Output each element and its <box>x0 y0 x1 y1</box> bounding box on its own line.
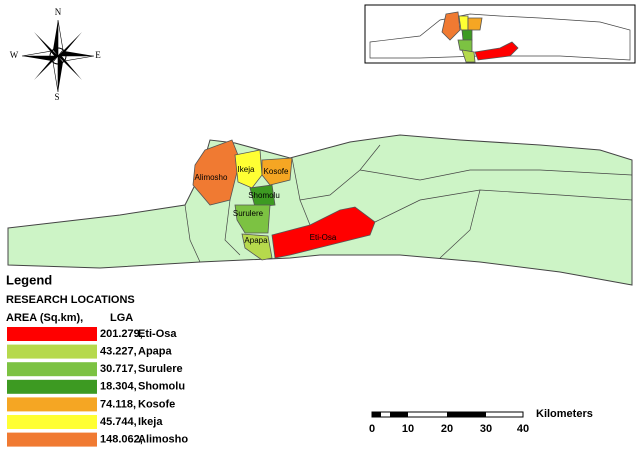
region-ikeja <box>234 149 263 189</box>
legend-lga: Kosofe <box>138 398 175 410</box>
legend-area: 30.717, <box>100 363 137 375</box>
compass-e: E <box>95 50 101 60</box>
legend-area: 74.118, <box>100 398 136 410</box>
map-label: Surulere <box>233 209 264 218</box>
compass <box>21 19 95 93</box>
legend-lga: Alimosho <box>138 434 188 446</box>
legend-area: 18.304, <box>100 381 137 393</box>
region-eti-osa <box>271 206 376 259</box>
scale-labels: 0 10 20 30 40 <box>369 423 529 435</box>
map-label: Eti-Osa <box>310 233 337 242</box>
scale-unit: Kilometers <box>536 408 593 420</box>
legend-title: Legend <box>6 272 52 287</box>
map-label: Shomolu <box>248 191 280 200</box>
compass-w: W <box>10 50 19 60</box>
legend-swatch <box>7 344 97 359</box>
scale-label: 40 <box>517 423 529 435</box>
scale-bar <box>371 411 524 418</box>
scale-label: 30 <box>480 423 492 435</box>
map-label: Apapa <box>244 236 268 245</box>
region-surulere <box>234 204 271 234</box>
legend-lga-header: LGA <box>110 312 133 324</box>
scale-label: 20 <box>441 423 453 435</box>
legend-area: 45.744, <box>100 416 137 428</box>
compass-n: N <box>55 7 62 17</box>
legend-swatch <box>7 362 97 377</box>
region-alimosho <box>192 139 241 206</box>
inset-map <box>364 4 636 64</box>
legend-area: 148.062, <box>100 434 143 446</box>
map-label: Ikeja <box>238 165 255 174</box>
region-shomolu <box>249 184 276 208</box>
legend-lga: Apapa <box>138 346 173 358</box>
legend-swatch <box>7 327 97 341</box>
legend-lga: Surulere <box>138 363 183 375</box>
region-apapa <box>241 233 273 261</box>
scale-label: 10 <box>402 423 414 435</box>
legend-lga: Shomolu <box>138 381 185 393</box>
legend-area: 201.279, <box>100 328 143 340</box>
legend-heading: RESEARCH LOCATIONS <box>6 294 135 306</box>
main-map <box>7 134 633 286</box>
legend-lga: Eti-Osa <box>138 328 177 340</box>
legend-area-header: AREA (Sq.km), <box>6 312 83 324</box>
map-label: Alimosho <box>195 173 228 182</box>
legend-area: 43.227, <box>100 346 137 358</box>
compass-s: S <box>54 92 59 102</box>
legend-swatch <box>7 397 97 412</box>
legend-swatch <box>7 379 97 394</box>
scale-label: 0 <box>369 423 375 435</box>
legend-swatch <box>7 432 97 447</box>
map-label: Kosofe <box>264 167 289 176</box>
legend-swatch <box>7 415 97 429</box>
legend-lga: Ikeja <box>138 416 163 428</box>
region-kosofe <box>261 157 293 186</box>
